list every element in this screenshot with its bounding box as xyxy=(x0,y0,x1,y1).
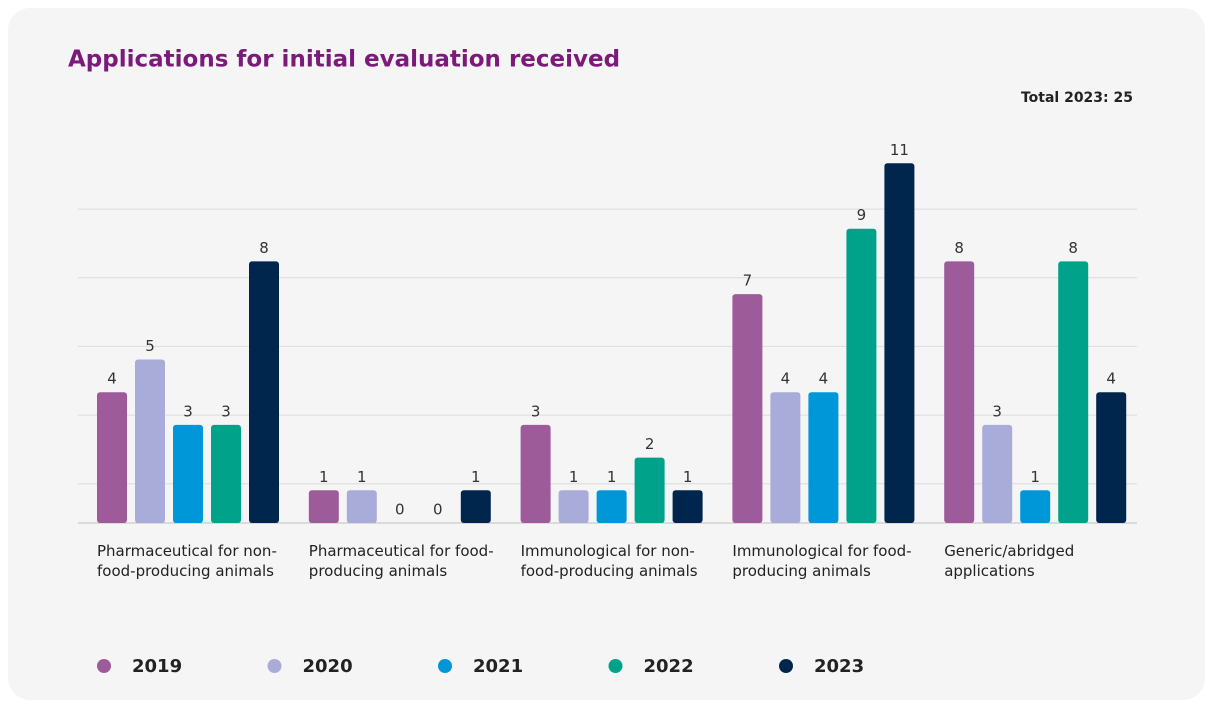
legend-swatch xyxy=(267,659,282,673)
value-label: 4 xyxy=(107,370,117,388)
card xyxy=(8,8,1205,700)
bar xyxy=(97,392,127,523)
legend-label: 2023 xyxy=(814,656,864,677)
legend-label: 2021 xyxy=(473,656,523,677)
bar xyxy=(944,261,975,523)
value-label: 9 xyxy=(857,206,867,224)
bar xyxy=(173,424,203,523)
bar xyxy=(808,392,839,523)
bar xyxy=(732,294,763,523)
bar xyxy=(308,490,339,523)
value-label: 1 xyxy=(569,468,579,486)
value-label: 7 xyxy=(743,272,753,290)
bar xyxy=(884,163,915,524)
value-label: 0 xyxy=(433,501,443,519)
value-label: 0 xyxy=(395,501,405,519)
value-label: 8 xyxy=(259,239,269,257)
legend-swatch xyxy=(779,659,793,673)
value-label: 4 xyxy=(1106,370,1116,388)
x-tick-label: Pharmaceutical for food-producing animal… xyxy=(308,542,494,580)
bar xyxy=(558,490,589,523)
x-tick-label: Pharmaceutical for non-food-producing an… xyxy=(97,542,277,580)
legend-swatch xyxy=(438,659,452,673)
value-label: 3 xyxy=(992,402,1002,420)
value-label: 1 xyxy=(683,468,693,486)
bar xyxy=(846,228,877,523)
value-label: 8 xyxy=(954,239,964,257)
bar xyxy=(634,457,665,523)
bar xyxy=(672,490,703,523)
value-label: 2 xyxy=(645,435,655,453)
value-label: 8 xyxy=(1068,239,1078,257)
value-label: 1 xyxy=(357,468,367,486)
value-label: 1 xyxy=(471,468,481,486)
bar xyxy=(770,392,801,523)
value-label: 5 xyxy=(145,337,155,355)
value-label: 11 xyxy=(890,141,909,159)
value-label: 1 xyxy=(607,468,617,486)
x-tick-label: Generic/abridged applications xyxy=(944,542,1075,580)
value-label: 3 xyxy=(531,402,541,420)
value-label: 3 xyxy=(221,402,231,420)
legend-label: 2019 xyxy=(132,656,182,677)
bar xyxy=(211,424,241,523)
total-annotation: Total 2023: 25 xyxy=(1021,90,1133,106)
bar xyxy=(1096,392,1127,523)
chart-title: Applications for initial evaluation rece… xyxy=(68,47,620,73)
bar xyxy=(982,424,1013,523)
bar xyxy=(520,424,551,523)
bar xyxy=(596,490,627,523)
bar xyxy=(460,490,491,523)
value-label: 3 xyxy=(183,402,193,420)
bar xyxy=(249,261,279,523)
value-label: 4 xyxy=(819,370,829,388)
x-tick-label: Immunological for non-food-producing ani… xyxy=(520,542,698,580)
value-label: 1 xyxy=(1030,468,1040,486)
bar xyxy=(1020,490,1051,523)
bar xyxy=(346,490,377,523)
bar xyxy=(135,359,165,523)
legend-label: 2020 xyxy=(303,656,353,677)
legend-swatch xyxy=(97,659,111,673)
value-label: 1 xyxy=(319,468,329,486)
x-tick-label: Immunological for food-producing animals xyxy=(732,542,912,580)
legend-label: 2022 xyxy=(644,656,694,677)
value-label: 4 xyxy=(781,370,791,388)
legend-swatch xyxy=(608,659,623,673)
bar xyxy=(1058,261,1089,523)
